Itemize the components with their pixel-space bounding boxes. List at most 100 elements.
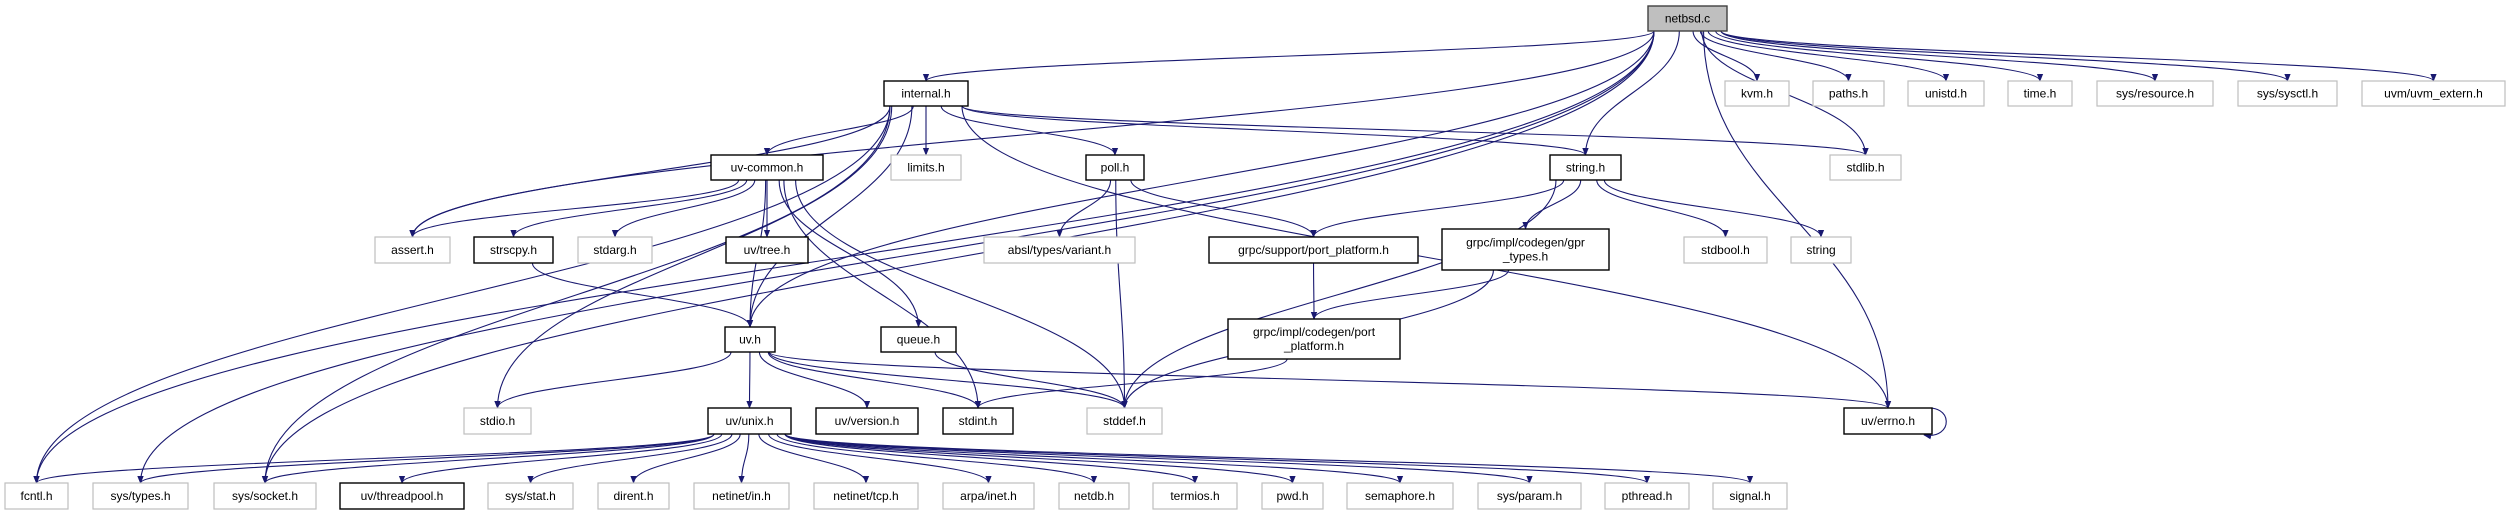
- edge-string-h-to-grpc-support-port-platform-h: [1310, 179, 1565, 238]
- node-box: [1907, 80, 1985, 107]
- node-uv-errno-h[interactable]: uv/errno.h: [1843, 407, 1933, 435]
- edge-uv-unix-h-to-dirent-h: [630, 433, 741, 484]
- edge-internal-h-to-uv-h: [746, 105, 913, 328]
- node-label: netinet/tcp.h: [833, 489, 898, 503]
- edge-grpc-impl-codegen-gpr-types-h-to-grpc-impl-codegen-port-platform-h: [1310, 269, 1510, 320]
- node-label: netinet/in.h: [712, 489, 771, 503]
- edge-internal-h-to-fcntl-h: [33, 105, 891, 484]
- node-label: stdint.h: [959, 414, 998, 428]
- edge-uv-unix-h-to-semaphore-h: [784, 433, 1403, 484]
- edge-netbsd-c-to-uv-errno-h: [1702, 30, 1892, 409]
- node-label: uv/version.h: [835, 414, 900, 428]
- node-box: [1647, 5, 1728, 32]
- node-sys-socket-h: sys/socket.h: [213, 482, 317, 510]
- node-box: [710, 154, 824, 181]
- node-string-h[interactable]: string.h: [1549, 154, 1622, 181]
- node-box: [1152, 482, 1238, 510]
- node-label: uv/threadpool.h: [361, 489, 444, 503]
- node-stdint-h[interactable]: stdint.h: [942, 407, 1014, 435]
- node-arpa-inet-h: arpa/inet.h: [942, 482, 1035, 510]
- node-box: [883, 80, 969, 107]
- node-signal-h: signal.h: [1712, 482, 1788, 510]
- node-label: kvm.h: [1741, 87, 1773, 101]
- edge-uv-common-h-to-stdarg-h: [611, 179, 756, 238]
- node-label: arpa/inet.h: [960, 489, 1017, 503]
- edge-internal-h-to-stdlib-h: [961, 105, 1869, 156]
- edge-uv-h-to-uv-version-h: [758, 351, 871, 409]
- node-box: [942, 482, 1035, 510]
- node-netbsd-c[interactable]: netbsd.c: [1647, 5, 1728, 32]
- node-box: [92, 482, 189, 510]
- node-uv-threadpool-h[interactable]: uv/threadpool.h: [339, 482, 465, 510]
- node-box: [487, 482, 574, 510]
- edge-string-h-to-string: [1603, 179, 1825, 238]
- node-label: netbsd.c: [1665, 12, 1710, 26]
- node-label: termios.h: [1170, 489, 1219, 503]
- edge-string-h-to-stdbool-h: [1596, 179, 1729, 238]
- node-grpc-impl-codegen-port-platform-h[interactable]: grpc/impl/codegen/port_platform.h: [1227, 318, 1401, 360]
- node-uv-version-h[interactable]: uv/version.h: [815, 407, 919, 435]
- node-box: [597, 482, 670, 510]
- edge-uv-unix-h-to-fcntl-h: [33, 433, 715, 484]
- edges: [33, 30, 2437, 484]
- node-box: [724, 326, 776, 353]
- node-uv-common-h[interactable]: uv-common.h: [710, 154, 824, 181]
- node-grpc-impl-codegen-gpr-types-h[interactable]: grpc/impl/codegen/gpr_types.h: [1441, 228, 1610, 271]
- edge-uv-unix-h-to-termios-h: [784, 433, 1199, 484]
- node-strscpy-h[interactable]: strscpy.h: [473, 236, 554, 264]
- node-label: limits.h: [907, 161, 944, 175]
- node-fcntl-h: fcntl.h: [4, 482, 69, 510]
- node-label: queue.h: [897, 333, 940, 347]
- nodes: netbsd.c internal.h kvm.h paths.h unistd.h ti…: [4, 5, 2506, 510]
- node-grpc-support-port-platform-h[interactable]: grpc/support/port_platform.h: [1208, 236, 1419, 264]
- node-label: sys/socket.h: [232, 489, 298, 503]
- node-paths-h: paths.h: [1812, 80, 1885, 107]
- node-label: unistd.h: [1925, 87, 1967, 101]
- edge-uv-unix-h-to-pwd-h: [784, 433, 1296, 484]
- edge-netbsd-c-to-uvm-uvm-extern-h: [1720, 30, 2437, 82]
- node-queue-h[interactable]: queue.h: [880, 326, 957, 353]
- node-label: sys/sysctl.h: [2257, 87, 2318, 101]
- node-box: [1346, 482, 1454, 510]
- node-box: [1441, 228, 1610, 271]
- edge-uv-common-h-to-stddef-h: [795, 179, 1128, 409]
- node-internal-h[interactable]: internal.h: [883, 80, 969, 107]
- node-box: [463, 407, 532, 435]
- node-pthread-h: pthread.h: [1604, 482, 1690, 510]
- node-label: signal.h: [1729, 489, 1770, 503]
- edge-uv-common-h-to-assert-h: [409, 179, 740, 238]
- edge-internal-h-to-sys-socket-h: [261, 105, 891, 484]
- edge-poll-h-to-absl-types-variant-h: [1056, 179, 1112, 238]
- node-box: [1604, 482, 1690, 510]
- node-label: netdb.h: [1074, 489, 1114, 503]
- edge-netbsd-c-to-time-h: [1715, 30, 2044, 82]
- edge-poll-h-to-stddef-h: [1115, 179, 1128, 409]
- node-label: dirent.h: [613, 489, 653, 503]
- node-stddef-h: stddef.h: [1086, 407, 1163, 435]
- edge-netbsd-c-to-sys-socket-h: [261, 30, 1655, 484]
- edge-netbsd-c-to-unistd-h: [1707, 30, 1950, 82]
- node-box: [1261, 482, 1324, 510]
- node-label: strscpy.h: [490, 243, 537, 257]
- node-uv-tree-h[interactable]: uv/tree.h: [725, 236, 809, 264]
- node-label: stdbool.h: [1701, 243, 1750, 257]
- node-uv-h[interactable]: uv.h: [724, 326, 776, 353]
- edge-internal-h-to-assert-h: [409, 105, 891, 238]
- node-label: sys/param.h: [1497, 489, 1562, 503]
- node-unistd-h: unistd.h: [1907, 80, 1985, 107]
- node-poll-h[interactable]: poll.h: [1085, 154, 1145, 181]
- edge-uv-h-to-stdint-h: [767, 351, 982, 409]
- node-box: [1058, 482, 1130, 510]
- node-netinet-tcp-h: netinet/tcp.h: [813, 482, 919, 510]
- edge-internal-h-to-uv-common-h: [763, 105, 914, 156]
- node-label: stdarg.h: [593, 243, 636, 257]
- node-uv-unix-h[interactable]: uv/unix.h: [707, 407, 792, 435]
- node-box: [339, 482, 465, 510]
- node-label: grpc/impl/codegen/gpr: [1466, 236, 1585, 250]
- edge-strscpy-h-to-uv-h: [531, 262, 754, 328]
- node-time-h: time.h: [2007, 80, 2073, 107]
- node-box: [1208, 236, 1419, 264]
- node-label: absl/types/variant.h: [1008, 243, 1111, 257]
- node-box: [880, 326, 957, 353]
- node-label: semaphore.h: [1365, 489, 1435, 503]
